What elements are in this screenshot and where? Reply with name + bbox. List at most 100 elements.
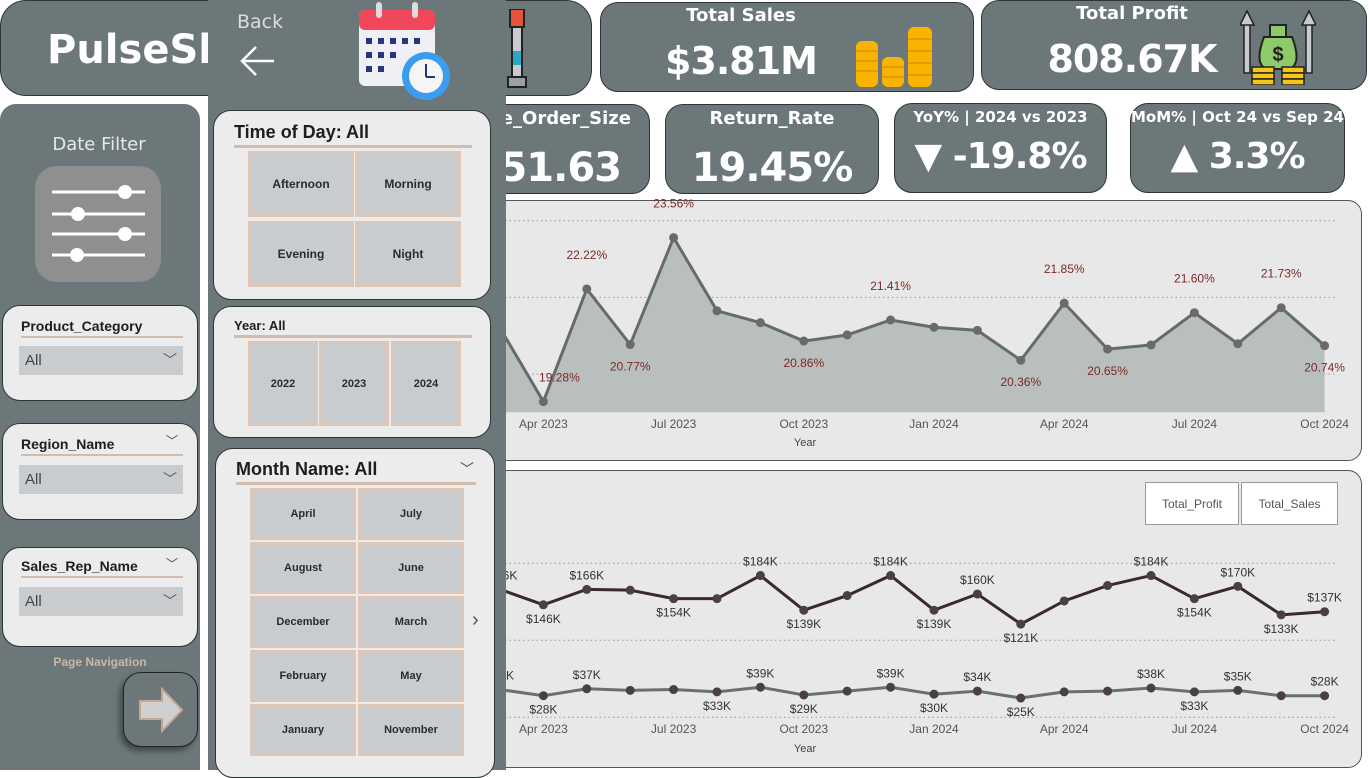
x-tick-label: Jul 2024	[1172, 722, 1218, 736]
mom-value: 3.3%	[1208, 136, 1306, 177]
month-option[interactable]: June	[358, 542, 464, 594]
total-profit-card: Total Profit 808.67K $	[981, 0, 1367, 90]
x-tick-label: Jul 2024	[1172, 417, 1218, 431]
year-option-2022[interactable]: 2022	[248, 341, 318, 426]
data-label: $25K	[1007, 705, 1035, 719]
data-point	[842, 591, 852, 601]
data-label: $121K	[1003, 631, 1038, 645]
chevron-down-icon: ﹀	[163, 352, 177, 368]
data-point	[886, 315, 896, 325]
data-label: $39K	[746, 666, 774, 680]
month-option[interactable]: August	[250, 542, 356, 594]
return-rate-label: Return_Rate	[709, 108, 835, 129]
data-point	[1276, 610, 1286, 620]
year-option-2023[interactable]: 2023	[319, 341, 389, 426]
data-label: 21.85%	[1044, 262, 1085, 276]
yoy-card: YoY% | 2024 vs 2023 ▼ -19.8%	[894, 103, 1107, 193]
dropdown-value: All	[25, 352, 42, 369]
data-point	[1146, 340, 1156, 350]
data-point	[1189, 308, 1199, 318]
data-label: 22.22%	[566, 248, 607, 262]
data-point	[799, 690, 809, 700]
data-point	[625, 585, 635, 595]
data-point	[582, 684, 592, 694]
month-option[interactable]: March	[358, 596, 464, 648]
x-tick-label: Oct 2024	[1300, 417, 1349, 431]
month-option[interactable]: November	[358, 704, 464, 756]
legend-total-sales[interactable]: Total_Sales	[1241, 482, 1338, 525]
chevron-down-icon[interactable]: ﹀	[166, 434, 179, 448]
date-filter-label: Date Filter	[52, 134, 146, 155]
year-title: Year: All	[234, 318, 472, 338]
profit-line	[499, 685, 1325, 700]
time-option-morning[interactable]: Morning	[355, 151, 461, 217]
data-label: $37K	[573, 668, 601, 682]
product-category-dropdown[interactable]: All ﹀	[19, 346, 183, 375]
yoy-label: YoY% | 2024 vs 2023	[913, 108, 1088, 126]
svg-text:$: $	[1272, 44, 1283, 66]
data-label: 20.74%	[1304, 361, 1345, 375]
data-label: $30K	[920, 701, 948, 715]
x-tick-label: Jan 2024	[909, 722, 959, 736]
time-option-afternoon[interactable]: Afternoon	[248, 151, 354, 217]
back-label[interactable]: Back	[237, 11, 284, 33]
region-name-dropdown[interactable]: All ﹀	[19, 465, 183, 494]
data-label: 20.77%	[610, 360, 651, 374]
date-filter-button[interactable]	[35, 166, 161, 282]
data-label: $146K	[526, 612, 561, 626]
month-option[interactable]: April	[250, 488, 356, 540]
data-label: $34K	[963, 670, 991, 684]
data-label: $33K	[703, 699, 731, 713]
x-tick-label: Jul 2023	[651, 417, 697, 431]
data-label: 23.56%	[653, 197, 694, 211]
dropdown-value: All	[25, 471, 42, 488]
data-point	[669, 685, 679, 695]
data-label: $184K	[743, 555, 778, 569]
data-point	[538, 397, 548, 407]
total-sales-label: Total Sales	[686, 5, 796, 26]
product-category-label: Product_Category	[21, 318, 183, 338]
chevron-down-icon[interactable]: ﹀	[166, 557, 179, 571]
month-option[interactable]: February	[250, 650, 356, 702]
month-option[interactable]: January	[250, 704, 356, 756]
data-label: $170K	[1220, 565, 1255, 579]
data-point	[1320, 341, 1330, 351]
data-label: 21.60%	[1174, 272, 1215, 286]
data-label: 21.41%	[870, 279, 911, 293]
month-title: Month Name: All	[236, 459, 476, 485]
back-arrow-icon[interactable]	[238, 44, 278, 78]
time-option-evening[interactable]: Evening	[248, 221, 354, 287]
chevron-down-icon[interactable]: ﹀	[460, 461, 474, 477]
avg-order-size-card: Average_Order_Size 351.63	[506, 104, 650, 194]
data-point	[1016, 355, 1026, 365]
data-label: $160K	[960, 573, 995, 587]
mom-value-row: ▲ 3.3%	[1131, 136, 1344, 177]
data-point	[1016, 619, 1026, 629]
x-tick-label: Apr 2023	[519, 722, 568, 736]
data-point	[799, 336, 809, 346]
month-option[interactable]: May	[358, 650, 464, 702]
total-profit-label: Total Profit	[1076, 3, 1188, 24]
sales-rep-slicer: Sales_Rep_Name ﹀ All ﹀	[2, 547, 198, 647]
data-point	[929, 689, 939, 699]
data-label: 19.28%	[539, 371, 580, 385]
month-option[interactable]: July	[358, 488, 464, 540]
time-option-night[interactable]: Night	[355, 221, 461, 287]
data-point	[669, 233, 679, 243]
data-point	[625, 340, 635, 350]
chevron-right-icon[interactable]: ›	[472, 609, 479, 631]
month-option[interactable]: December	[250, 596, 356, 648]
x-axis-title: Year	[794, 437, 817, 449]
data-point	[538, 691, 548, 701]
page-navigation-button[interactable]	[123, 672, 198, 747]
data-point	[1059, 298, 1069, 308]
sales-rep-dropdown[interactable]: All ﹀	[19, 587, 183, 616]
mom-card: MoM% | Oct 24 vs Sep 24 ▲ 3.3%	[1130, 103, 1345, 193]
data-point	[755, 682, 765, 692]
data-label: $154K	[656, 606, 691, 620]
legend-total-profit[interactable]: Total_Profit	[1145, 482, 1239, 525]
data-label: $137K	[1307, 591, 1342, 605]
coins-icon	[854, 27, 934, 92]
data-point	[1103, 686, 1113, 696]
year-option-2024[interactable]: 2024	[391, 341, 461, 426]
